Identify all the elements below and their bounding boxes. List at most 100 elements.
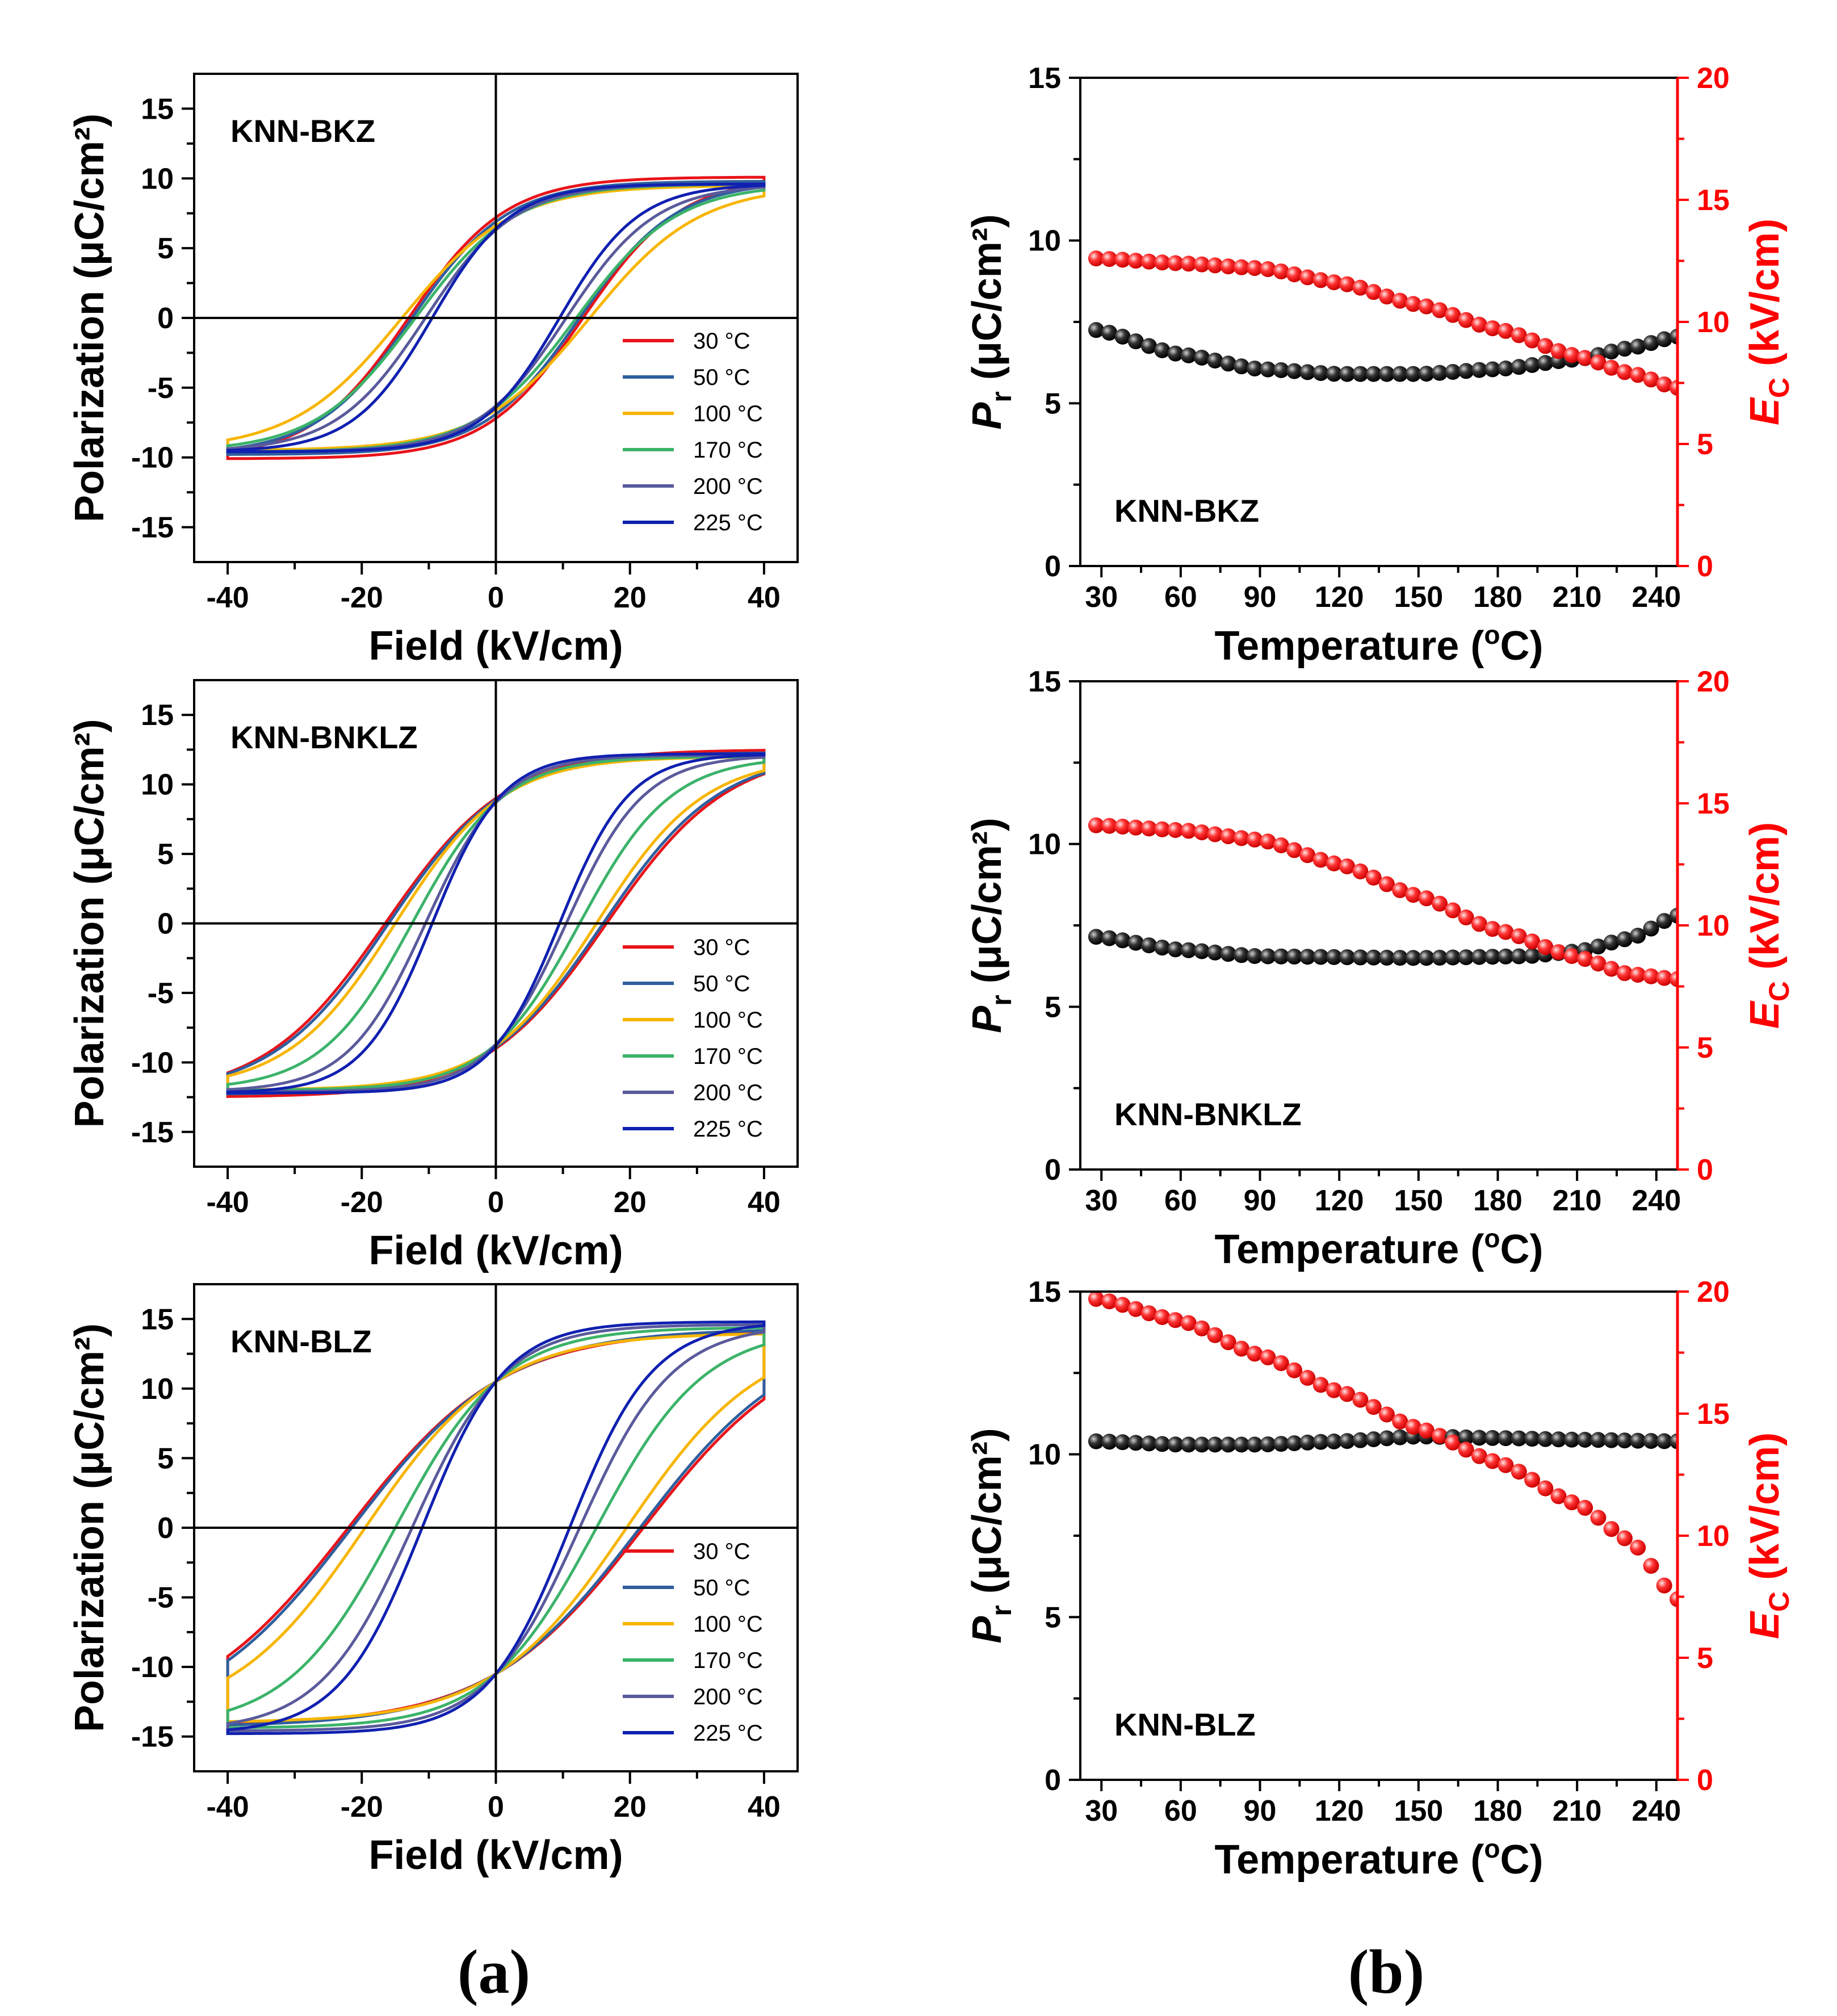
points-group: [1088, 1292, 1677, 1607]
y2-tick-label: 15: [1697, 184, 1730, 217]
pr-point: [1154, 1436, 1171, 1452]
ec-point: [1484, 320, 1501, 337]
pr-point: [1405, 366, 1421, 382]
pr-point: [1273, 362, 1289, 378]
ec-point: [1630, 967, 1646, 983]
legend-label: 200 °C: [693, 1080, 763, 1105]
y-tick-label: 10: [141, 162, 174, 195]
chart-title: KNN-BLZ: [230, 1323, 372, 1359]
ec-point: [1326, 274, 1342, 291]
pr-point: [1670, 1433, 1677, 1449]
pr-point: [1233, 358, 1249, 375]
pr-point: [1088, 929, 1104, 945]
y2-tick-label: 15: [1697, 787, 1730, 820]
ec-point: [1537, 939, 1554, 955]
x-tick-label: 210: [1553, 1795, 1602, 1828]
ec-point: [1577, 1499, 1593, 1516]
temp-chart-b1: 30 60 90 120 150 180 210 24005101505101520Tempe…: [964, 62, 1795, 669]
ec-point: [1352, 863, 1369, 879]
y-tick-label: 10: [141, 769, 174, 802]
pr-point: [1432, 364, 1448, 381]
pr-point: [1524, 948, 1540, 964]
ec-point: [1643, 371, 1659, 388]
pr-point: [1643, 335, 1659, 351]
y-tick-label: -15: [131, 512, 174, 544]
pr-point: [1379, 949, 1395, 966]
ec-point: [1484, 921, 1501, 937]
x-tick-label: 90: [1244, 581, 1277, 614]
ec-point: [1352, 279, 1369, 296]
ec-point: [1379, 876, 1395, 892]
ec-point: [1207, 1327, 1223, 1343]
y-tick-label: 0: [157, 1512, 174, 1545]
y-tick-label: 5: [157, 838, 174, 871]
ec-point: [1088, 817, 1104, 833]
pr-point: [1114, 329, 1131, 345]
y-tick-label: -5: [148, 977, 174, 1010]
ec-point: [1643, 1558, 1659, 1574]
ec-point: [1458, 312, 1474, 328]
pr-point: [1260, 1436, 1276, 1453]
x-tick-label: 240: [1632, 1795, 1681, 1828]
x-axis-label: Field (kV/cm): [368, 1833, 623, 1878]
y2-tick-label: 15: [1697, 1398, 1730, 1431]
ec-point: [1207, 826, 1223, 843]
y-tick-label: 5: [1045, 1601, 1061, 1634]
ec-point: [1392, 292, 1408, 309]
ec-point: [1590, 955, 1607, 972]
y-tick-label: 10: [1028, 1439, 1061, 1472]
x-tick-label: 150: [1394, 1184, 1443, 1217]
pr-point: [1471, 362, 1487, 378]
pr-point: [1352, 949, 1369, 966]
ec-point: [1365, 284, 1382, 300]
points-group: [1088, 250, 1677, 396]
pr-point: [1471, 949, 1487, 965]
loop-a2-s3: [226, 755, 766, 1092]
ec-point: [1286, 266, 1302, 283]
legend-label: 225 °C: [693, 1721, 763, 1746]
pr-point: [1365, 949, 1382, 966]
x-tick-label: 40: [748, 1186, 781, 1219]
y2-tick-label: 10: [1697, 909, 1730, 942]
ec-point: [1484, 1453, 1501, 1469]
y-tick-label: -15: [131, 1116, 174, 1149]
ec-point: [1524, 332, 1540, 349]
y-tick-label: 15: [141, 1303, 174, 1336]
ec-point: [1498, 924, 1514, 940]
pr-point: [1141, 937, 1157, 954]
loop-a2-s4: [226, 753, 766, 1093]
pr-point: [1458, 363, 1474, 379]
ec-point: [1445, 307, 1461, 323]
ec-point: [1088, 250, 1104, 267]
legend-label: 225 °C: [693, 1117, 763, 1142]
loop-a3-s2: [226, 1332, 766, 1723]
y-tick-label: 15: [141, 93, 174, 125]
pr-point: [1312, 365, 1329, 382]
y-tick-label: -5: [148, 1582, 174, 1615]
x-tick-label: 150: [1394, 1795, 1443, 1828]
x-tick-label: 60: [1164, 581, 1197, 614]
pr-point: [1616, 1432, 1633, 1449]
y-tick-label: -10: [131, 1651, 174, 1684]
ec-point: [1114, 1297, 1131, 1313]
pr-point: [1207, 353, 1223, 369]
ec-point: [1299, 847, 1316, 864]
pr-point: [1656, 331, 1672, 347]
ec-point: [1154, 821, 1171, 837]
ec-point: [1550, 1488, 1567, 1504]
ec-point: [1273, 837, 1289, 853]
legend-label: 100 °C: [693, 401, 763, 426]
x-tick-label: 30: [1085, 1184, 1118, 1217]
x-axis-label: Temperature (oC): [1215, 620, 1544, 669]
ec-point: [1365, 869, 1382, 886]
ec-point: [1616, 965, 1633, 982]
pr-point: [1432, 949, 1448, 966]
pr-point: [1273, 1436, 1289, 1452]
y-tick-label: 10: [141, 1373, 174, 1406]
y-tick-label: -10: [131, 442, 174, 475]
x-tick-label: 0: [488, 581, 504, 614]
legend-label: 50 °C: [693, 365, 750, 390]
ec-point: [1167, 1312, 1184, 1328]
ec-point: [1299, 269, 1316, 286]
chart-title: KNN-BNKLZ: [1114, 1096, 1302, 1132]
